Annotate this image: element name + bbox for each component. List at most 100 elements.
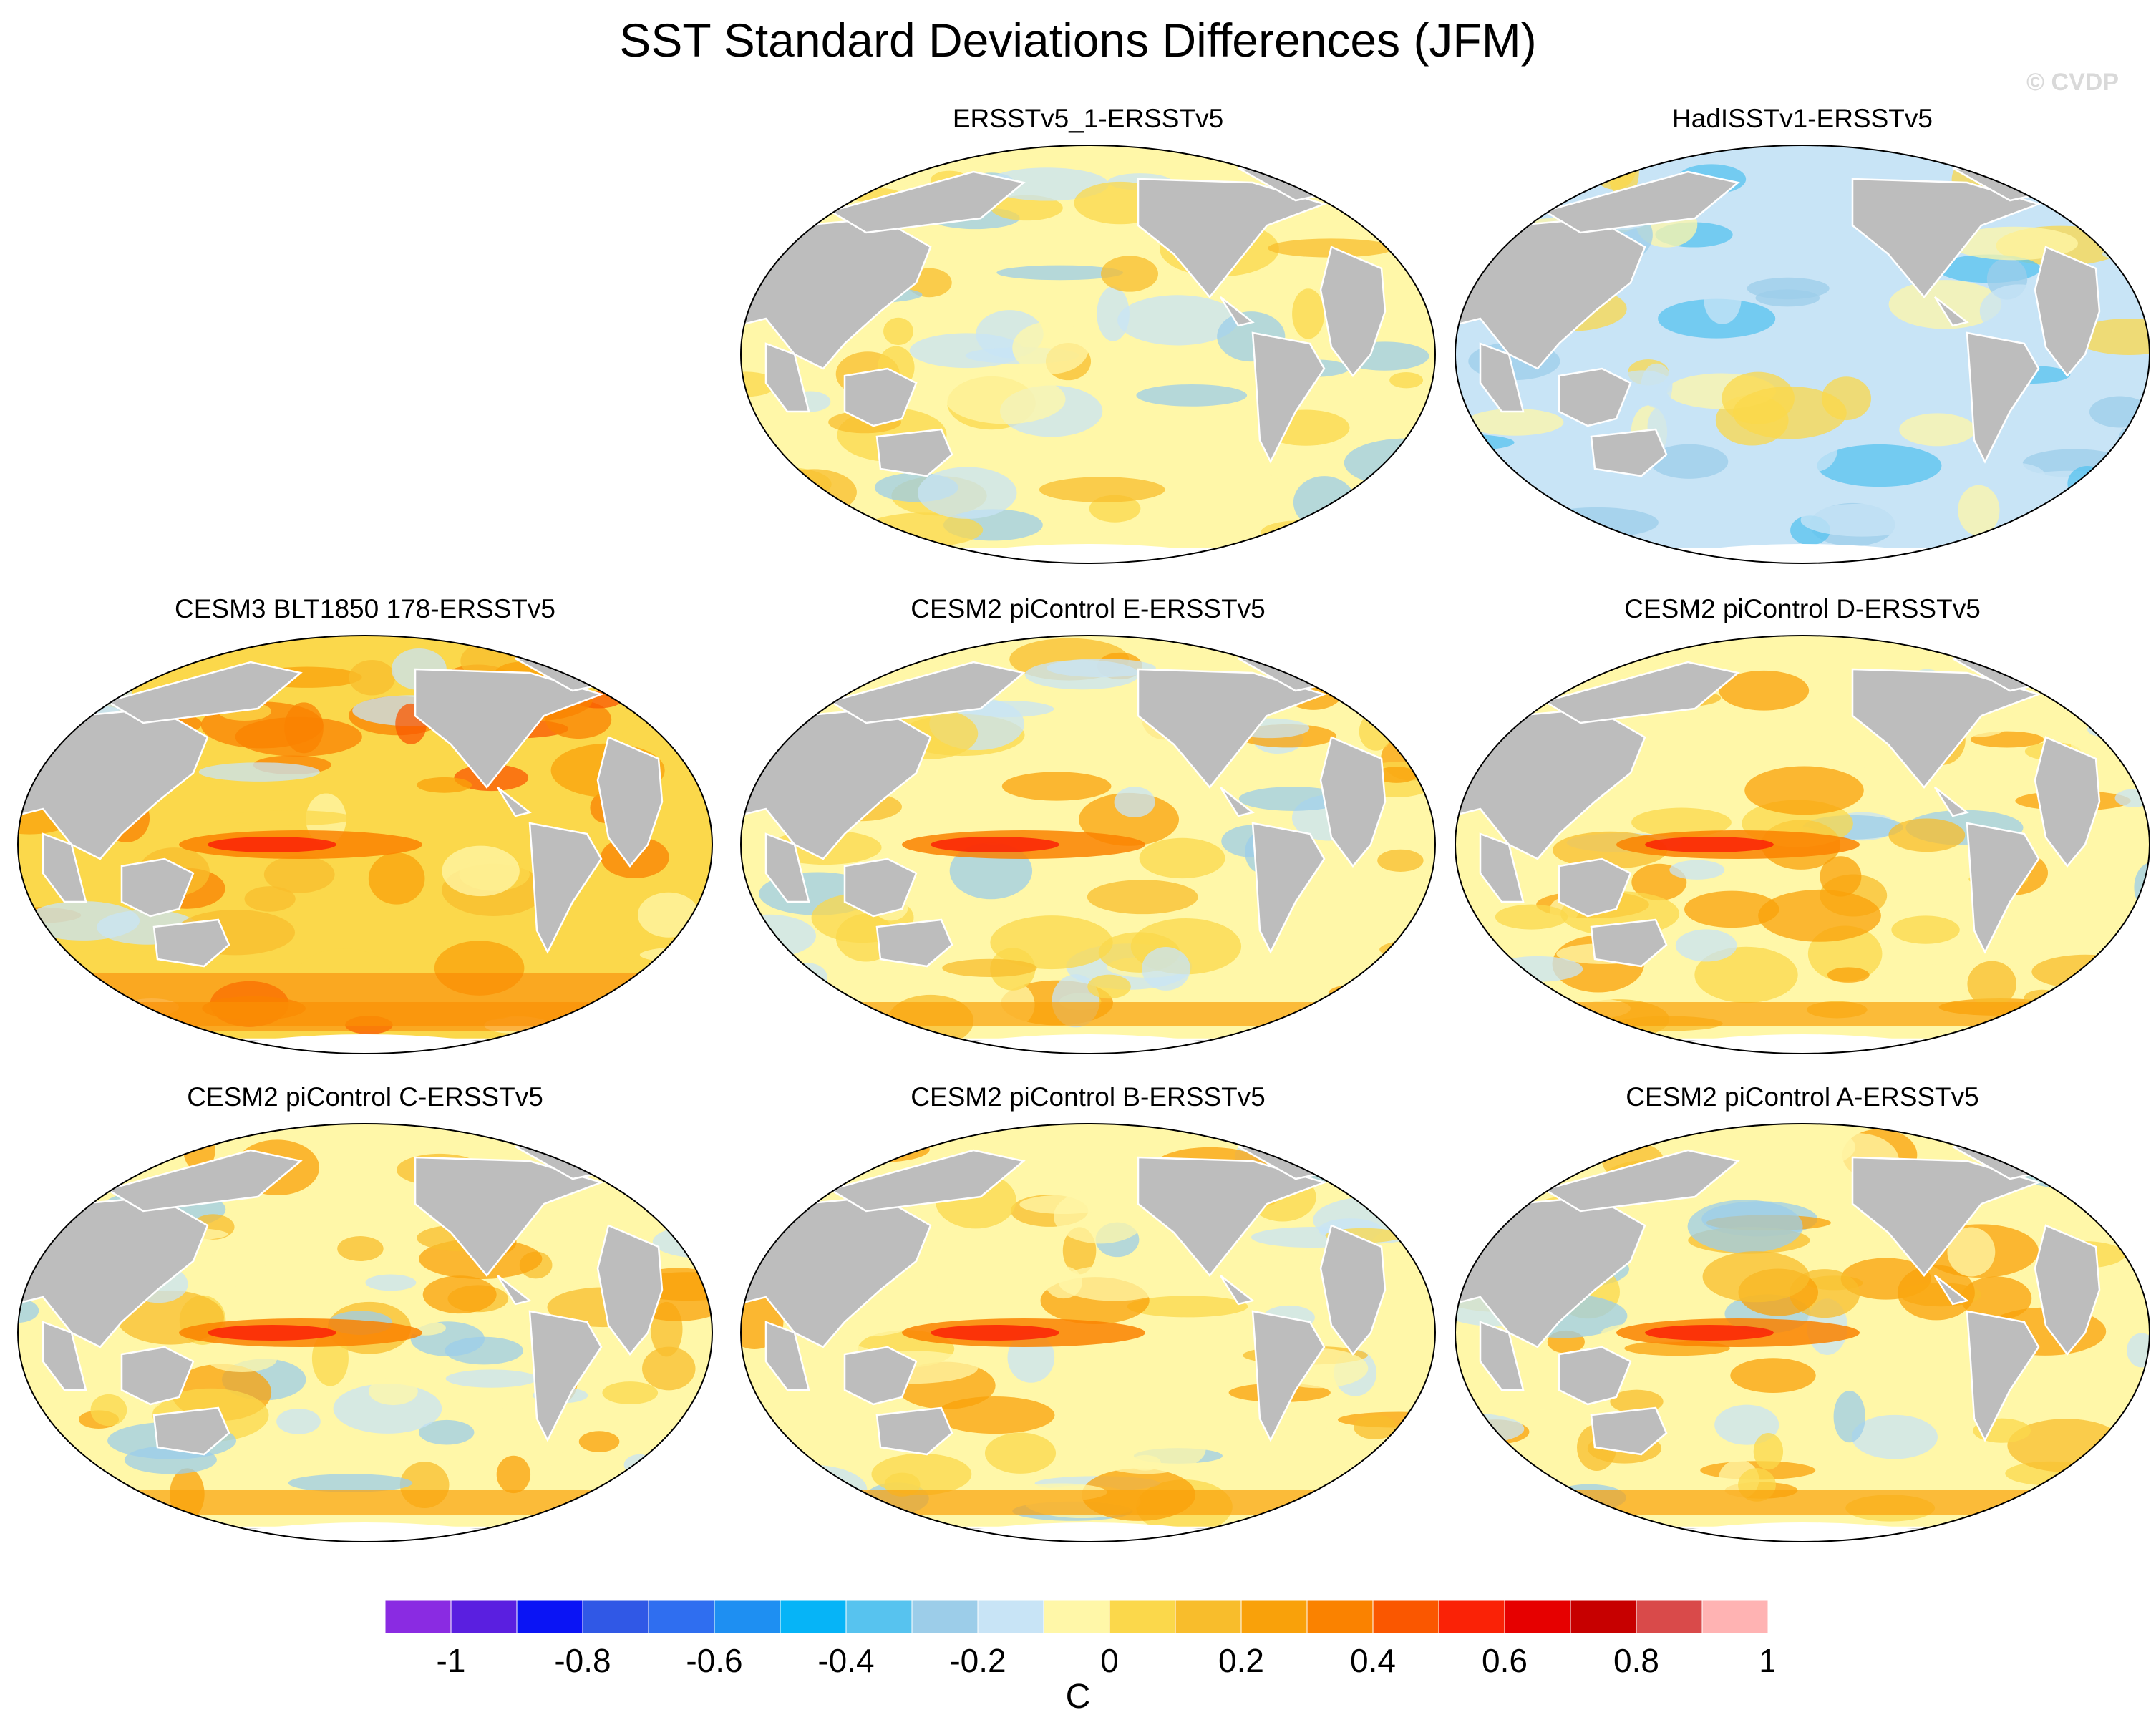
land-mass — [1966, 822, 2040, 954]
colorbar-swatch — [385, 1600, 452, 1634]
anomaly-patch — [2082, 657, 2119, 678]
land-mass — [1319, 1224, 1387, 1356]
anomaly-patch — [2031, 954, 2140, 989]
anomaly-patch — [2064, 1497, 2117, 1513]
southern-ocean-band — [18, 1490, 712, 1515]
world-map — [1455, 1123, 2150, 1542]
anomaly-patch — [1669, 860, 1725, 880]
colorbar-tick-label: 0 — [1100, 1642, 1119, 1679]
land-mass — [528, 822, 603, 954]
map-border — [1455, 145, 2150, 564]
anomaly-patch — [1286, 651, 1373, 676]
anomaly-patch — [2074, 318, 2150, 355]
colorbar-tick-label: -1 — [437, 1642, 466, 1679]
anomaly-patch — [417, 777, 472, 793]
world-map — [740, 1123, 1436, 1542]
anomaly-patch — [1369, 1004, 1435, 1029]
panel-title: CESM3 BLT1850 178-ERSSTv5 — [175, 594, 555, 623]
world-map — [740, 635, 1436, 1054]
land-mass — [764, 1321, 810, 1391]
land-mass — [496, 787, 532, 817]
land-mass — [596, 1224, 664, 1356]
anomaly-patch — [65, 1012, 107, 1030]
anomaly-patch — [984, 167, 1109, 201]
map-border — [740, 145, 1436, 564]
land-mass — [875, 1406, 953, 1456]
anomaly-patch — [1238, 787, 1347, 811]
land-mass — [1319, 736, 1387, 868]
anomaly-patch — [622, 724, 654, 743]
anomaly-patch — [1311, 1152, 1407, 1176]
colorbar-swatch — [450, 1600, 518, 1634]
colorbar-swatch — [714, 1600, 781, 1634]
anomaly-patch — [664, 1196, 703, 1234]
anomaly-patch — [368, 1377, 418, 1406]
anomaly-patch — [1086, 1425, 1206, 1474]
anomaly-patch — [674, 1005, 712, 1038]
land-mass — [1542, 1149, 1740, 1213]
colorbar-swatch — [977, 1600, 1044, 1634]
land-mass — [152, 1406, 230, 1456]
enso-warm-core — [1645, 1325, 1774, 1341]
anomaly-patch — [984, 1432, 1057, 1474]
land-mass — [42, 1321, 87, 1391]
land-mass — [1558, 1346, 1632, 1406]
colorbar-tick-label: 1 — [1759, 1642, 1774, 1679]
anomaly-patch — [1756, 1125, 1855, 1169]
land-mass — [1251, 331, 1326, 464]
anomaly-patch — [2086, 1490, 2122, 1525]
anomaly-patch — [288, 1474, 413, 1492]
southern-ocean-band — [741, 1490, 1435, 1515]
enso-warm-core — [208, 1325, 336, 1341]
land-mass — [1590, 1406, 1668, 1456]
map-panel: CESM2 piControl B-ERSSTv5 — [730, 1082, 1446, 1547]
anomaly-patch — [1947, 1227, 1996, 1277]
land-mass — [1219, 787, 1255, 817]
panel-title: HadISSTv1-ERSSTv5 — [1672, 104, 1933, 133]
anomaly-patch — [1357, 1157, 1435, 1204]
anomaly-patch — [612, 672, 712, 709]
anomaly-patch — [1455, 230, 1512, 246]
anomaly-patch — [1495, 904, 1568, 930]
anomaly-patch — [1266, 447, 1304, 480]
anomaly-patch — [741, 198, 798, 222]
colorbar-tick-label: 0.4 — [1350, 1642, 1396, 1679]
southern-ocean-band — [18, 973, 712, 1031]
land-mass — [2034, 736, 2101, 868]
anomaly-patch — [1851, 1414, 1938, 1459]
anomaly-patch — [1063, 1129, 1127, 1173]
map-panel: CESM2 piControl D-ERSSTv5 — [1444, 594, 2156, 1059]
land-mass — [1542, 170, 1740, 234]
colorbar-tick-label: -0.2 — [949, 1642, 1006, 1679]
anomaly-patch — [1961, 1276, 2032, 1321]
anomaly-patch — [1127, 1296, 1248, 1318]
land-mass — [1251, 822, 1326, 954]
anomaly-patch — [18, 961, 85, 1016]
map-border — [1455, 635, 2150, 1054]
anomaly-patch — [1891, 915, 1960, 944]
map-border — [17, 635, 713, 1054]
anomaly-patch — [642, 1346, 696, 1391]
world-map — [740, 145, 1436, 564]
enso-warm-core — [1645, 837, 1774, 852]
anomaly-patch — [1087, 880, 1198, 915]
southern-ocean-band — [1455, 1490, 2150, 1515]
land-mass — [152, 918, 230, 968]
colorbar-tick-label: -0.4 — [817, 1642, 874, 1679]
colorbar-swatch — [648, 1600, 715, 1634]
land-mass — [843, 857, 918, 918]
colorbar-swatch — [1043, 1600, 1110, 1634]
anomaly-patch — [18, 1298, 39, 1323]
map-panel: ERSSTv5_1-ERSSTv5 — [730, 104, 1446, 569]
anomaly-patch — [263, 855, 335, 893]
anomaly-patch — [1641, 363, 1673, 409]
anomaly-patch — [623, 1454, 656, 1476]
anomaly-patch — [1399, 990, 1435, 1029]
panel-title: CESM2 piControl A-ERSSTv5 — [1626, 1082, 1979, 1112]
land-mass — [105, 1149, 303, 1213]
anomaly-patch — [1687, 1200, 1803, 1253]
anomaly-patch — [207, 1346, 277, 1373]
map-border — [740, 635, 1436, 1054]
anomaly-patch — [1753, 1433, 1784, 1470]
anomaly-patch — [1897, 1265, 1975, 1321]
